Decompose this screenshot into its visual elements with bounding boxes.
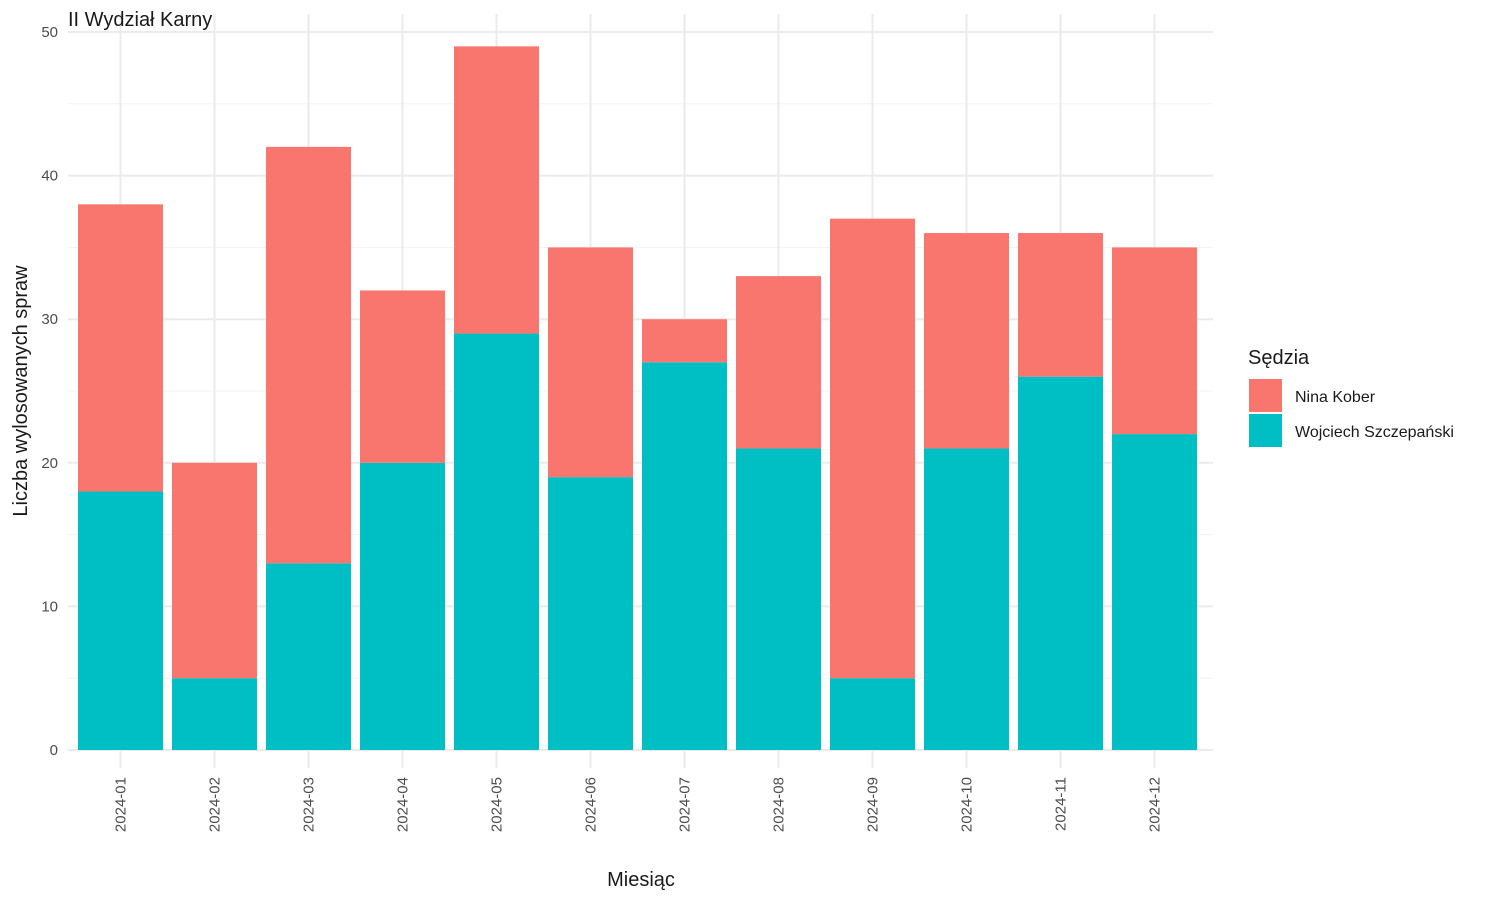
bar-segment	[454, 333, 539, 750]
legend-title: Sędzia	[1248, 347, 1310, 369]
y-tick-label: 10	[41, 598, 58, 615]
x-tick-label: 2024-04	[395, 777, 412, 832]
x-tick-label: 2024-06	[583, 777, 600, 832]
x-tick-label: 2024-10	[959, 777, 976, 832]
x-tick-label: 2024-08	[771, 777, 788, 832]
bar-segment	[1112, 434, 1197, 750]
bar-segment	[924, 233, 1009, 449]
y-tick-label: 50	[41, 24, 58, 41]
bar-segment	[360, 290, 445, 463]
legend-swatch	[1249, 414, 1282, 447]
bar-segment	[78, 491, 163, 750]
x-tick-label: 2024-02	[207, 777, 224, 832]
bar-segment	[266, 146, 351, 564]
bar-segment	[172, 678, 257, 750]
bar-segment	[736, 448, 821, 750]
bar-segment	[642, 319, 727, 363]
bar-segment	[736, 276, 821, 449]
bars	[78, 46, 1197, 750]
bar-segment	[924, 448, 1009, 750]
bar-segment	[830, 678, 915, 750]
bar-segment	[266, 563, 351, 750]
x-tick-label: 2024-12	[1147, 777, 1164, 832]
x-tick-label: 2024-07	[677, 777, 694, 832]
y-axis-title: Liczba wylosowanych spraw	[10, 265, 32, 517]
bar-segment	[830, 218, 915, 679]
x-tick-label: 2024-05	[489, 777, 506, 832]
bar-segment	[360, 462, 445, 750]
x-tick-label: 2024-09	[865, 777, 882, 832]
x-tick-label: 2024-03	[301, 777, 318, 832]
x-axis-ticks: 2024-01 2024-02 2024-03 2024-04 2024-05 2024-…	[113, 777, 1164, 832]
bar-segment	[642, 362, 727, 750]
bar-segment	[78, 204, 163, 492]
legend: Sędzia Nina Kober Wojciech Szczepański	[1248, 347, 1454, 447]
bar-segment	[1112, 247, 1197, 435]
legend-swatch	[1249, 379, 1282, 412]
bar-segment	[1018, 376, 1103, 750]
legend-label: Nina Kober	[1295, 389, 1376, 406]
y-tick-label: 40	[41, 168, 58, 185]
x-axis-title: Miesiąc	[607, 869, 675, 891]
chart-title: II Wydział Karny	[68, 9, 212, 31]
bar-segment	[548, 477, 633, 750]
bar-segment	[454, 46, 539, 334]
x-tick-label: 2024-01	[113, 777, 130, 832]
y-axis-ticks: 0 10 20 30 40 50	[41, 24, 58, 759]
bar-segment	[548, 247, 633, 478]
x-tick-label: 2024-11	[1053, 777, 1070, 831]
y-tick-label: 0	[50, 742, 58, 759]
legend-label: Wojciech Szczepański	[1295, 424, 1454, 441]
bar-segment	[1018, 233, 1103, 377]
y-tick-label: 20	[41, 455, 58, 472]
bar-segment	[172, 462, 257, 679]
y-tick-label: 30	[41, 311, 58, 328]
